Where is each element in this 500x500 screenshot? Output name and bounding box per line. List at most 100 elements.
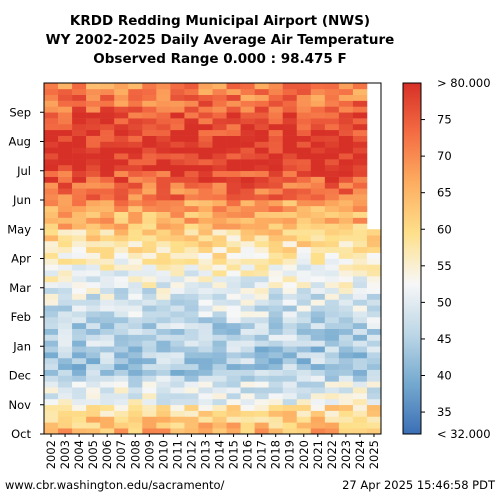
heatmap-cell: [156, 276, 171, 283]
heatmap-cell: [142, 159, 157, 166]
heatmap-cell: [128, 270, 143, 277]
heatmap-cell: [128, 428, 143, 435]
heatmap-cell: [86, 270, 101, 277]
heatmap-cell: [310, 276, 326, 283]
heatmap-cell: [72, 205, 87, 212]
heatmap-cell: [338, 100, 354, 107]
heatmap-cell: [324, 299, 340, 306]
heatmap-cell: [352, 88, 368, 95]
x-tick-label-2012: 2012: [184, 440, 198, 469]
heatmap-cell: [338, 88, 354, 95]
heatmap-cell: [198, 293, 213, 300]
heatmap-cell: [254, 159, 269, 166]
heatmap-cell: [184, 428, 199, 435]
heatmap-cell: [282, 404, 298, 411]
heatmap-cell: [282, 153, 298, 160]
heatmap-cell: [310, 381, 326, 388]
heatmap-cell: [100, 194, 115, 201]
colorbar-tick-label-45: 45: [437, 332, 452, 346]
heatmap-cell: [198, 264, 213, 271]
heatmap-cell: [240, 363, 255, 370]
heatmap-cell: [366, 363, 382, 370]
heatmap-cell: [156, 416, 171, 423]
heatmap-cell: [142, 129, 157, 136]
heatmap-cell: [254, 229, 269, 236]
heatmap-cell: [240, 147, 255, 154]
heatmap-cell: [44, 217, 59, 224]
heatmap-cell: [268, 246, 284, 253]
heatmap-cell: [128, 293, 143, 300]
heatmap-cell: [114, 252, 129, 259]
heatmap-cell: [114, 393, 129, 400]
heatmap-cell: [128, 334, 143, 341]
heatmap-cell: [254, 164, 269, 172]
heatmap-cell: [268, 141, 284, 148]
heatmap-cell: [296, 281, 312, 289]
heatmap-cell: [366, 410, 382, 417]
heatmap-cell: [310, 311, 326, 318]
heatmap-cell: [296, 428, 312, 435]
heatmap-cell: [142, 287, 157, 294]
heatmap-cell: [310, 211, 326, 218]
heatmap-cell: [142, 246, 157, 253]
heatmap-cell: [310, 317, 326, 324]
y-tick-label-aug: Aug: [9, 135, 31, 149]
heatmap-cell: [86, 328, 101, 335]
heatmap-cell: [352, 118, 368, 125]
heatmap-cell: [114, 223, 129, 230]
heatmap-cell: [310, 217, 326, 224]
heatmap-cell: [254, 404, 269, 411]
heatmap-cell: [128, 264, 143, 271]
heatmap-cell: [198, 352, 213, 359]
heatmap-cell: [240, 106, 255, 113]
heatmap-cell: [226, 276, 241, 283]
heatmap-cell: [268, 299, 284, 306]
heatmap-cell: [352, 264, 368, 271]
heatmap-cell: [366, 346, 382, 353]
heatmap-cell: [58, 94, 73, 101]
heatmap-cell: [72, 123, 87, 131]
heatmap-cell: [240, 311, 255, 318]
heatmap-cell: [226, 258, 241, 265]
heatmap-cell: [226, 240, 241, 248]
heatmap-cell: [58, 270, 73, 277]
heatmap-cell: [156, 357, 171, 365]
heatmap-cell: [212, 276, 227, 283]
heatmap-cell: [72, 410, 87, 417]
heatmap-cell: [282, 334, 298, 341]
heatmap-cell: [310, 416, 326, 423]
heatmap-cell: [352, 281, 368, 289]
heatmap-cell: [352, 147, 368, 154]
heatmap-cell: [184, 363, 199, 370]
x-tick-label-2015: 2015: [227, 440, 241, 469]
heatmap-cell: [240, 322, 255, 329]
heatmap-cell: [352, 229, 368, 236]
heatmap-cell: [310, 135, 326, 142]
heatmap-cell: [352, 404, 368, 411]
heatmap-cell: [268, 252, 284, 259]
heatmap-cell: [72, 182, 87, 189]
heatmap-cell: [310, 100, 326, 107]
heatmap-cell: [240, 205, 255, 212]
heatmap-cell: [44, 170, 59, 177]
heatmap-cell: [338, 94, 354, 101]
heatmap-cell: [128, 129, 143, 136]
heatmap-cell: [114, 194, 129, 201]
heatmap-cell: [254, 352, 269, 359]
heatmap-cell: [366, 322, 382, 329]
heatmap-cell: [114, 240, 129, 248]
heatmap-cell: [324, 276, 340, 283]
heatmap-cell: [44, 258, 59, 265]
heatmap-cell: [352, 352, 368, 359]
heatmap-cell: [156, 118, 171, 125]
heatmap-cell: [268, 135, 284, 142]
heatmap-cell: [100, 123, 115, 131]
heatmap-cell: [86, 217, 101, 224]
heatmap-cell: [44, 416, 59, 423]
heatmap-cell: [128, 164, 143, 172]
heatmap-cell: [114, 334, 129, 341]
y-tick-label-jul: Jul: [16, 164, 31, 178]
heatmap-cell: [170, 299, 185, 306]
heatmap-cell: [296, 287, 312, 294]
x-tick-label-2021: 2021: [311, 440, 325, 469]
